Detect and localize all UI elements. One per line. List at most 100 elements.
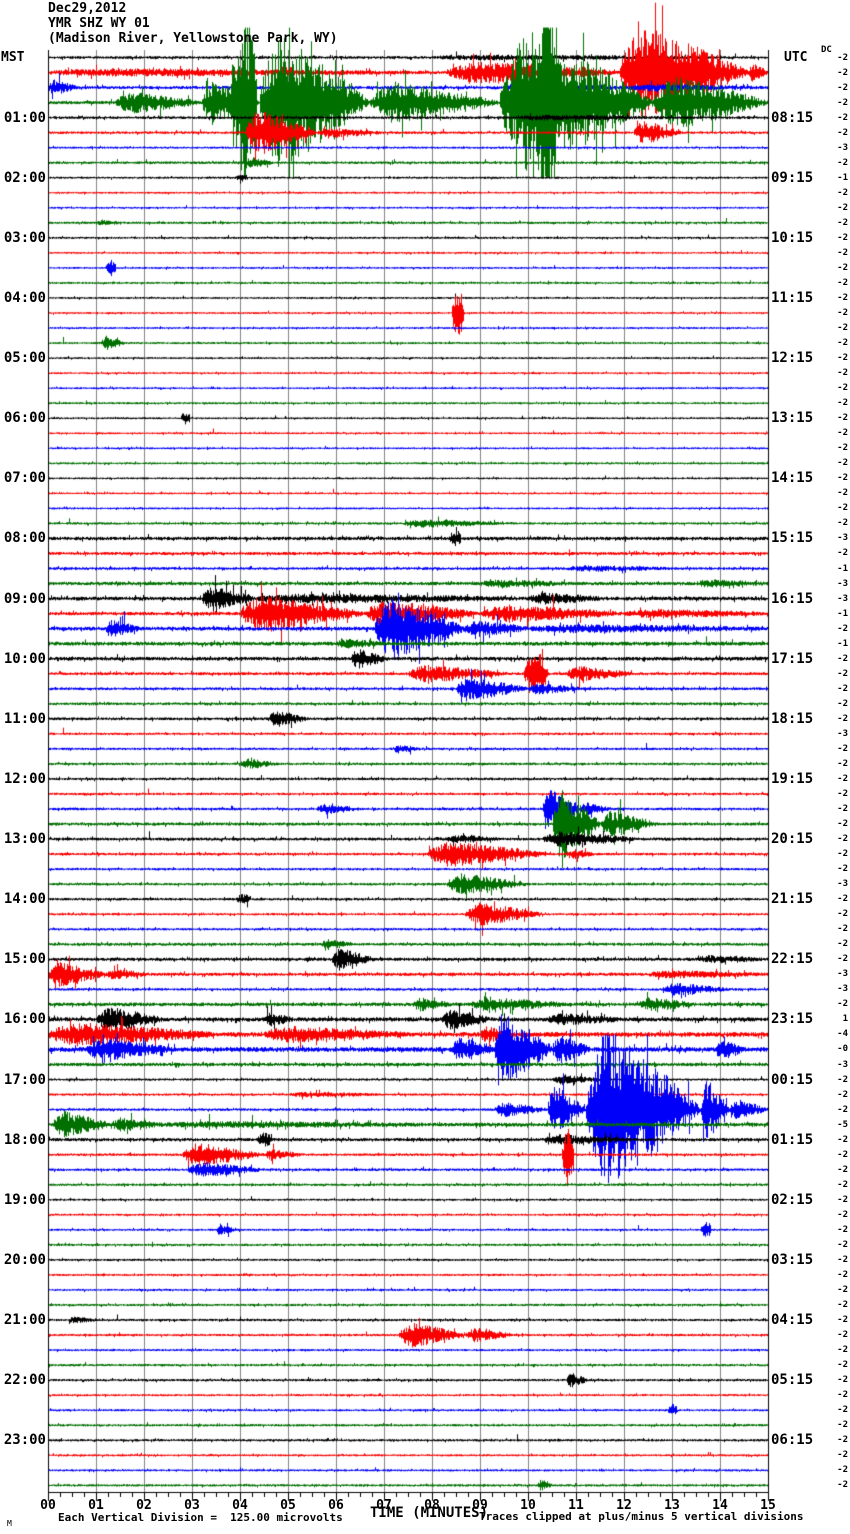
minute-tick-label: 13 (664, 1498, 680, 1513)
mst-hour-label: 22:00 (3, 1372, 46, 1389)
dc-offset-value: -2 (837, 773, 848, 784)
dc-offset-value: -2 (837, 488, 848, 499)
minute-tick-label: 00 (40, 1498, 56, 1513)
mst-hour-label: 09:00 (3, 590, 46, 607)
dc-offset-value: -2 (837, 1360, 848, 1371)
dc-offset-value: -2 (837, 458, 848, 469)
dc-offset-value: -2 (837, 804, 848, 814)
utc-hour-label: 23:15 (771, 1011, 814, 1028)
mst-hour-label: 13:00 (3, 831, 46, 848)
mst-hour-label: 05:00 (3, 350, 46, 367)
dc-offset-value: -2 (837, 1450, 848, 1461)
mst-hour-label: 21:00 (3, 1312, 46, 1329)
dc-offset-value: -2 (837, 292, 848, 303)
utc-hour-label: 21:15 (771, 891, 814, 908)
mst-hour-label: 15:00 (3, 951, 46, 968)
dc-offset-value: -2 (837, 1134, 848, 1145)
mst-hour-label: 07:00 (3, 470, 46, 487)
mst-hour-label: 04:00 (3, 289, 46, 306)
dc-offset-value: -3 (837, 879, 848, 890)
dc-offset-value: -2 (837, 443, 848, 454)
dc-offset-value: -2 (837, 1465, 848, 1476)
time-axis-title: TIME (MINUTES) (370, 1505, 489, 1521)
dc-offset-value: -2 (837, 232, 848, 243)
dc-offset-value: -2 (837, 1284, 848, 1295)
clip-note: Traces clipped at plus/minus 5 vertical … (479, 1510, 804, 1523)
dc-column-label: DC (821, 45, 832, 55)
utc-hour-label: 11:15 (771, 289, 814, 306)
dc-offset-value: -2 (837, 1315, 848, 1326)
dc-offset-value: -2 (837, 834, 848, 845)
mst-hour-label: 18:00 (3, 1131, 46, 1148)
utc-hour-label: 15:15 (771, 530, 814, 547)
dc-offset-value: -2 (837, 398, 848, 409)
dc-offset-value: -3 (837, 984, 848, 995)
dc-offset-value: -2 (837, 157, 848, 168)
dc-offset-value: -3 (837, 578, 848, 589)
dc-offset-value: -2 (837, 819, 848, 830)
utc-hour-label: 22:15 (771, 951, 814, 968)
utc-hour-label: 09:15 (771, 169, 814, 186)
dc-offset-value: -0 (837, 1044, 848, 1055)
mst-hour-label: 12:00 (3, 770, 46, 787)
dc-offset-value: -2 (837, 1179, 848, 1190)
dc-offset-value: -2 (837, 1330, 848, 1341)
dc-offset-value: -2 (837, 308, 848, 318)
utc-hour-label: 06:15 (771, 1432, 814, 1449)
right-axis-label: UTC (784, 50, 808, 65)
utc-hour-label: 00:15 (771, 1071, 814, 1088)
utc-hour-label: 20:15 (771, 831, 814, 848)
dc-offset-value: -2 (837, 954, 848, 965)
dc-offset-value: -1 (837, 563, 848, 574)
dc-offset-value: -2 (837, 1435, 848, 1446)
dc-offset-value: -3 (837, 728, 848, 739)
mst-hour-label: 08:00 (3, 530, 46, 547)
mst-hour-label: 14:00 (3, 891, 46, 908)
utc-hour-label: 03:15 (771, 1251, 814, 1268)
dc-offset-value: -2 (837, 353, 848, 364)
dc-offset-value: -2 (837, 1254, 848, 1265)
utc-hour-label: 19:15 (771, 770, 814, 787)
dc-offset-value: -2 (837, 1480, 848, 1491)
dc-offset-value: -3 (837, 533, 848, 544)
mst-hour-label: 11:00 (3, 710, 46, 727)
dc-offset-value: -2 (837, 187, 848, 198)
minute-tick-label: 08 (424, 1498, 440, 1513)
minute-tick-label: 12 (616, 1498, 632, 1513)
utc-hour-label: 12:15 (771, 350, 814, 367)
minute-tick-label: 15 (760, 1498, 776, 1513)
minute-tick-label: 02 (136, 1498, 152, 1513)
dc-offset-value: -2 (837, 683, 848, 694)
dc-offset-value: -2 (837, 1345, 848, 1356)
dc-offset-value: -3 (837, 969, 848, 980)
dc-offset-value: -2 (837, 67, 848, 78)
dc-offset-value: -4 (837, 1029, 848, 1040)
dc-offset-value: -2 (837, 758, 848, 769)
dc-offset-value: -2 (837, 1224, 848, 1235)
utc-hour-label: 17:15 (771, 650, 814, 667)
minute-tick-label: 09 (472, 1498, 488, 1513)
left-axis-label: MST (1, 50, 25, 65)
utc-hour-label: 18:15 (771, 710, 814, 727)
header-location: (Madison River, Yellowstone Park, WY) (48, 31, 338, 46)
dc-offset-value: -2 (837, 864, 848, 875)
utc-hour-label: 05:15 (771, 1372, 814, 1389)
division-note: Each Vertical Division = 125.00 microvol… (58, 1511, 343, 1524)
dc-offset-value: -2 (837, 1164, 848, 1175)
dc-offset-value: -1 (837, 172, 848, 183)
dc-offset-value: -2 (837, 623, 848, 634)
mst-hour-label: 20:00 (3, 1251, 46, 1268)
dc-offset-value: -2 (837, 428, 848, 439)
dc-offset-value: -1 (837, 638, 848, 649)
utc-hour-label: 14:15 (771, 470, 814, 487)
dc-offset-value: -2 (837, 713, 848, 724)
utc-hour-label: 01:15 (771, 1131, 814, 1148)
corner-glyph: M (7, 1519, 12, 1528)
dc-offset-value: -3 (837, 1059, 848, 1070)
utc-hour-label: 13:15 (771, 410, 814, 427)
utc-hour-label: 16:15 (771, 590, 814, 607)
dc-offset-value: -2 (837, 323, 848, 334)
dc-offset-value: -2 (837, 849, 848, 860)
mst-hour-label: 01:00 (3, 109, 46, 126)
